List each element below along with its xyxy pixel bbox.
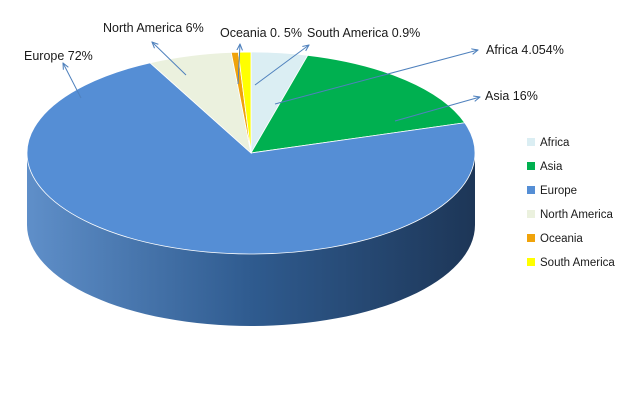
slice-asia bbox=[250, 54, 466, 154]
legend-swatch-oceania bbox=[527, 234, 535, 242]
leader-line-asia bbox=[394, 97, 480, 122]
slice-europe bbox=[26, 62, 476, 255]
data-label-north-america: North America 6% bbox=[103, 21, 204, 35]
legend-swatch-europe bbox=[527, 186, 535, 194]
leader-lines bbox=[63, 42, 480, 122]
slice-side-europe bbox=[27, 153, 475, 326]
slice-south-america bbox=[237, 51, 252, 154]
leader-line-north-america bbox=[152, 42, 187, 76]
legend: Africa Asia Europe North America Oceania Sout… bbox=[527, 137, 615, 269]
pie-sides bbox=[27, 153, 475, 326]
legend-label-oceania: Oceania bbox=[540, 233, 583, 245]
leader-line-europe bbox=[63, 63, 82, 99]
legend-swatch-north-america bbox=[527, 210, 535, 218]
legend-label-north-america: North America bbox=[540, 209, 613, 221]
pie-slices bbox=[26, 51, 476, 255]
leader-line-oceania bbox=[238, 44, 240, 85]
legend-label-europe: Europe bbox=[540, 185, 577, 197]
legend-swatch-africa bbox=[527, 138, 535, 146]
leader-line-africa bbox=[274, 50, 478, 105]
legend-label-asia: Asia bbox=[540, 161, 563, 173]
data-labels: Africa 4.054% Asia 16% Europe 72% North Ame… bbox=[24, 21, 564, 103]
data-label-south-america: South America 0.9% bbox=[307, 26, 420, 40]
data-label-africa: Africa 4.054% bbox=[486, 43, 564, 57]
data-label-europe: Europe 72% bbox=[24, 49, 93, 63]
legend-swatch-south-america bbox=[527, 258, 535, 266]
legend-label-south-america: South America bbox=[540, 257, 615, 269]
leader-line-south-america bbox=[254, 45, 309, 86]
legend-swatch-asia bbox=[527, 162, 535, 170]
data-label-asia: Asia 16% bbox=[485, 89, 538, 103]
data-label-oceania: Oceania 0. 5% bbox=[220, 26, 302, 40]
legend-label-africa: Africa bbox=[540, 137, 570, 149]
